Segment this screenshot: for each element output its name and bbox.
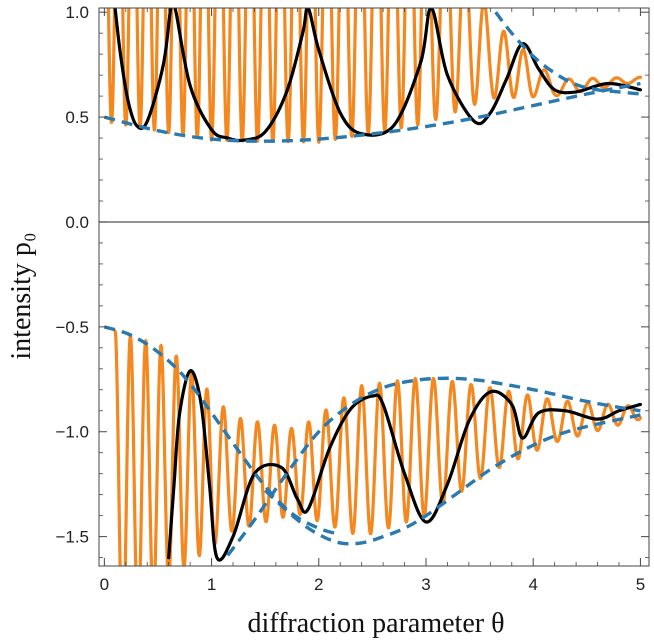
series-line-1 xyxy=(106,8,643,144)
plot-frame xyxy=(98,7,650,567)
x-tick-label: 5 xyxy=(636,575,645,594)
y-tick-label: −0.5 xyxy=(55,318,89,337)
series-line-7 xyxy=(103,325,341,537)
y-tick-label: 0.5 xyxy=(65,108,89,127)
y-tick-label: 0.0 xyxy=(65,213,89,232)
series-line-8 xyxy=(226,376,641,557)
x-tick-label: 2 xyxy=(314,575,323,594)
series-layer xyxy=(99,8,649,566)
x-tick-label: 1 xyxy=(207,575,216,594)
series-line-4 xyxy=(167,369,643,562)
y-tick-label: −1.0 xyxy=(55,423,89,442)
x-tick-label: 3 xyxy=(421,575,430,594)
tick-layer: 0 1 2 3 4 5 −1.5 −1.0 −0.5 0.0 0.5 1.0 xyxy=(55,3,649,594)
series-line-6 xyxy=(494,11,641,96)
series-line-3 xyxy=(113,8,643,143)
y-axis-title: intensity p₀ xyxy=(6,232,37,359)
x-axis-title: diffraction parameter θ xyxy=(248,608,505,639)
series-line-9 xyxy=(264,413,641,546)
x-tick-label: 0 xyxy=(100,575,109,594)
series-line-2 xyxy=(113,329,643,566)
plot-border xyxy=(98,7,650,567)
series-line-5 xyxy=(103,81,641,143)
x-tick-label: 4 xyxy=(528,575,537,594)
y-tick-label: −1.5 xyxy=(55,528,89,547)
y-tick-label: 1.0 xyxy=(65,3,89,22)
